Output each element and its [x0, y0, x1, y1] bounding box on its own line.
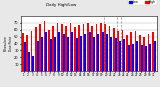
Bar: [76, 38, 78, 71]
Bar: [26, 35, 28, 71]
Bar: [136, 41, 138, 71]
Bar: [152, 32, 154, 71]
Bar: [145, 46, 147, 71]
Bar: [119, 41, 121, 71]
Bar: [31, 31, 32, 71]
Bar: [104, 24, 106, 71]
Bar: [126, 35, 128, 71]
Bar: [63, 34, 64, 71]
Bar: [87, 23, 89, 71]
Bar: [39, 24, 41, 71]
Bar: [32, 56, 34, 71]
Bar: [100, 23, 102, 71]
Bar: [54, 37, 56, 71]
Bar: [109, 26, 110, 71]
Bar: [52, 26, 54, 71]
Bar: [128, 45, 129, 71]
Bar: [41, 37, 43, 71]
Bar: [97, 34, 99, 71]
Bar: [78, 25, 80, 71]
Bar: [22, 33, 24, 71]
Bar: [59, 32, 60, 71]
Bar: [124, 39, 125, 71]
Y-axis label: Milwaukee
Dew Point: Milwaukee Dew Point: [4, 36, 13, 51]
Bar: [96, 24, 97, 71]
Bar: [24, 42, 26, 71]
Bar: [70, 23, 72, 71]
Bar: [154, 41, 156, 71]
Bar: [44, 21, 45, 71]
Bar: [67, 37, 69, 71]
Bar: [102, 32, 104, 71]
Bar: [37, 41, 39, 71]
Bar: [50, 39, 52, 71]
Bar: [139, 35, 141, 71]
Bar: [57, 23, 59, 71]
Bar: [84, 34, 86, 71]
Text: Daily High/Low: Daily High/Low: [46, 3, 76, 7]
Bar: [91, 26, 93, 71]
Bar: [149, 44, 151, 71]
Bar: [141, 45, 143, 71]
Bar: [80, 36, 82, 71]
Bar: [28, 52, 30, 71]
Bar: [132, 44, 134, 71]
Bar: [148, 34, 149, 71]
Bar: [115, 38, 116, 71]
Bar: [113, 28, 115, 71]
Bar: [117, 31, 119, 71]
Bar: [74, 27, 76, 71]
Bar: [72, 32, 73, 71]
Legend: Low, High: Low, High: [128, 0, 157, 5]
Bar: [93, 37, 95, 71]
Bar: [83, 24, 84, 71]
Bar: [65, 26, 67, 71]
Bar: [45, 32, 47, 71]
Bar: [143, 37, 145, 71]
Bar: [135, 31, 136, 71]
Bar: [89, 32, 91, 71]
Bar: [106, 34, 108, 71]
Bar: [130, 32, 132, 71]
Bar: [35, 27, 37, 71]
Bar: [122, 30, 124, 71]
Bar: [48, 30, 50, 71]
Bar: [61, 24, 63, 71]
Bar: [110, 37, 112, 71]
